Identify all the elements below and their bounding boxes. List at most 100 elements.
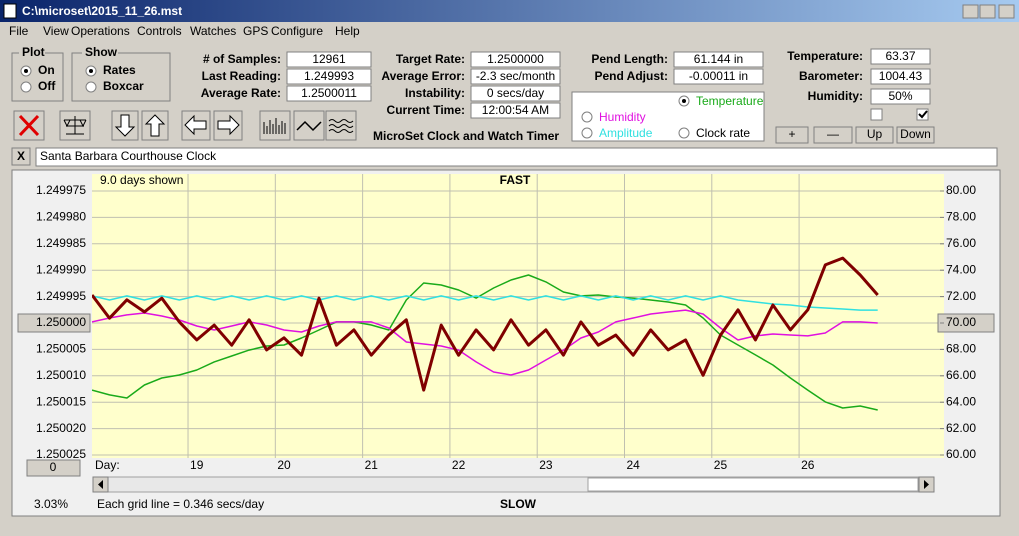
y-tick-label: 1.249975 — [36, 183, 86, 197]
field-label: Average Rate: — [201, 86, 281, 100]
arrow — [98, 480, 103, 489]
y2-tick-label: 64.00 — [946, 394, 976, 408]
trace-name: Temperature — [696, 94, 764, 108]
trace-name: Clock rate — [696, 126, 750, 140]
trace-selector — [571, 91, 765, 142]
icon — [296, 120, 322, 132]
x-axis-label: Day: — [95, 458, 120, 472]
sensor-button[interactable] — [896, 126, 935, 144]
sensor-button-label: — — [827, 127, 839, 141]
menu-item[interactable]: Operations — [71, 24, 130, 38]
axis-center-button[interactable] — [17, 313, 91, 333]
window-title: C:\microset\2015_11_26.mst — [22, 4, 182, 18]
menu-item[interactable]: Configure — [271, 24, 323, 38]
field-label: Average Error: — [381, 69, 465, 83]
field-value: 12:00:54 AM — [482, 103, 549, 117]
radio[interactable] — [581, 127, 593, 139]
radio[interactable] — [678, 127, 690, 139]
radio[interactable] — [85, 81, 97, 93]
checkbox[interactable] — [916, 108, 929, 121]
field-value: 0 secs/day — [487, 86, 544, 100]
group-title: Show — [85, 45, 118, 59]
tool-button[interactable] — [325, 110, 357, 141]
sensor-button[interactable] — [813, 126, 853, 144]
close[interactable] — [998, 4, 1015, 19]
y-tick-label: 1.250020 — [36, 421, 86, 435]
menu-item[interactable]: Help — [335, 24, 360, 38]
field-value: -0.00011 in — [689, 69, 748, 83]
y2-tick-label: 66.00 — [946, 368, 976, 382]
icon — [217, 114, 240, 136]
field-label: Pend Length: — [591, 52, 668, 66]
clock-name-field[interactable] — [35, 147, 998, 167]
group-gap — [19, 47, 45, 59]
y2-tick-label: 80.00 — [946, 183, 976, 197]
scroll-thumb[interactable] — [587, 477, 919, 492]
menu-item[interactable]: Watches — [190, 24, 236, 38]
field-value: 1.249993 — [304, 69, 354, 83]
menu-item[interactable]: GPS — [243, 24, 268, 38]
y-tick-label: 1.250005 — [36, 342, 86, 356]
trace-name: Humidity — [599, 110, 646, 124]
y-tick-label: 1.249980 — [36, 210, 86, 224]
field-value: 61.144 in — [694, 52, 743, 66]
checkbox[interactable] — [870, 108, 883, 121]
plot-area — [92, 174, 944, 458]
radio[interactable] — [581, 111, 593, 123]
group-gap — [82, 47, 118, 59]
x-tick-label: 24 — [627, 458, 641, 472]
title-bar — [0, 0, 1019, 22]
fields: # of Samples: 12961 Last Reading: 1.249993 A… — [201, 48, 931, 119]
field-value: 1.2500000 — [487, 52, 544, 66]
series-line — [92, 309, 878, 376]
offset-value: 0 — [50, 460, 57, 474]
sensor-button-label: Up — [867, 127, 883, 141]
y2-tick-label: 60.00 — [946, 447, 976, 461]
menu-item[interactable]: Controls — [137, 24, 182, 38]
field-box — [673, 51, 764, 68]
field-box — [470, 85, 561, 102]
field-label: Instability: — [405, 86, 465, 100]
clock-name: Santa Barbara Courthouse Clock — [40, 149, 217, 163]
axis-center-button[interactable] — [937, 313, 995, 333]
maximize[interactable] — [979, 4, 996, 19]
sensor-buttons: + — Up Down — [775, 126, 935, 144]
x-tick-label: 26 — [801, 458, 815, 472]
chart — [92, 174, 944, 458]
menu-bar: File View Operations Controls Watches GPS Conf… — [9, 24, 360, 38]
field-label: Temperature: — [787, 49, 863, 63]
minimize[interactable] — [962, 4, 979, 19]
y2-tick-label: 78.00 — [946, 210, 976, 224]
radio-label: Rates — [103, 63, 136, 77]
clock-close-button[interactable] — [11, 147, 31, 166]
radio[interactable] — [20, 81, 32, 93]
menu-item[interactable]: View — [43, 24, 69, 38]
y-tick-label: 1.250010 — [36, 368, 86, 382]
group-title: Plot — [22, 45, 45, 59]
x-tick-label: 25 — [714, 458, 728, 472]
field-box — [470, 51, 561, 68]
radio-dot — [89, 69, 93, 73]
offset-button[interactable] — [26, 459, 81, 477]
radio-dot — [24, 69, 28, 73]
sensor-button[interactable] — [855, 126, 894, 144]
field-label: Pend Adjust: — [594, 69, 668, 83]
y2-tick-label: 70.00 — [946, 315, 976, 329]
field-label: Last Reading: — [202, 69, 281, 83]
slow-label: SLOW — [500, 497, 537, 511]
sensor-button-label: Down — [900, 127, 931, 141]
menu-item[interactable]: File — [9, 24, 29, 38]
field-box — [673, 68, 764, 85]
field-value: 63.37 — [885, 49, 915, 63]
radio-label: On — [38, 63, 55, 77]
series-line — [92, 274, 878, 411]
field-box — [470, 68, 561, 85]
show-group — [71, 52, 171, 102]
arrow — [924, 480, 929, 489]
field-label: Current Time: — [387, 103, 465, 117]
sensor-button[interactable] — [775, 126, 809, 144]
x-tick-label: 22 — [452, 458, 466, 472]
clock-close: X — [17, 149, 25, 163]
axes: 1.249975 1.249980 1.249985 1.249990 1.249995… — [36, 183, 976, 472]
